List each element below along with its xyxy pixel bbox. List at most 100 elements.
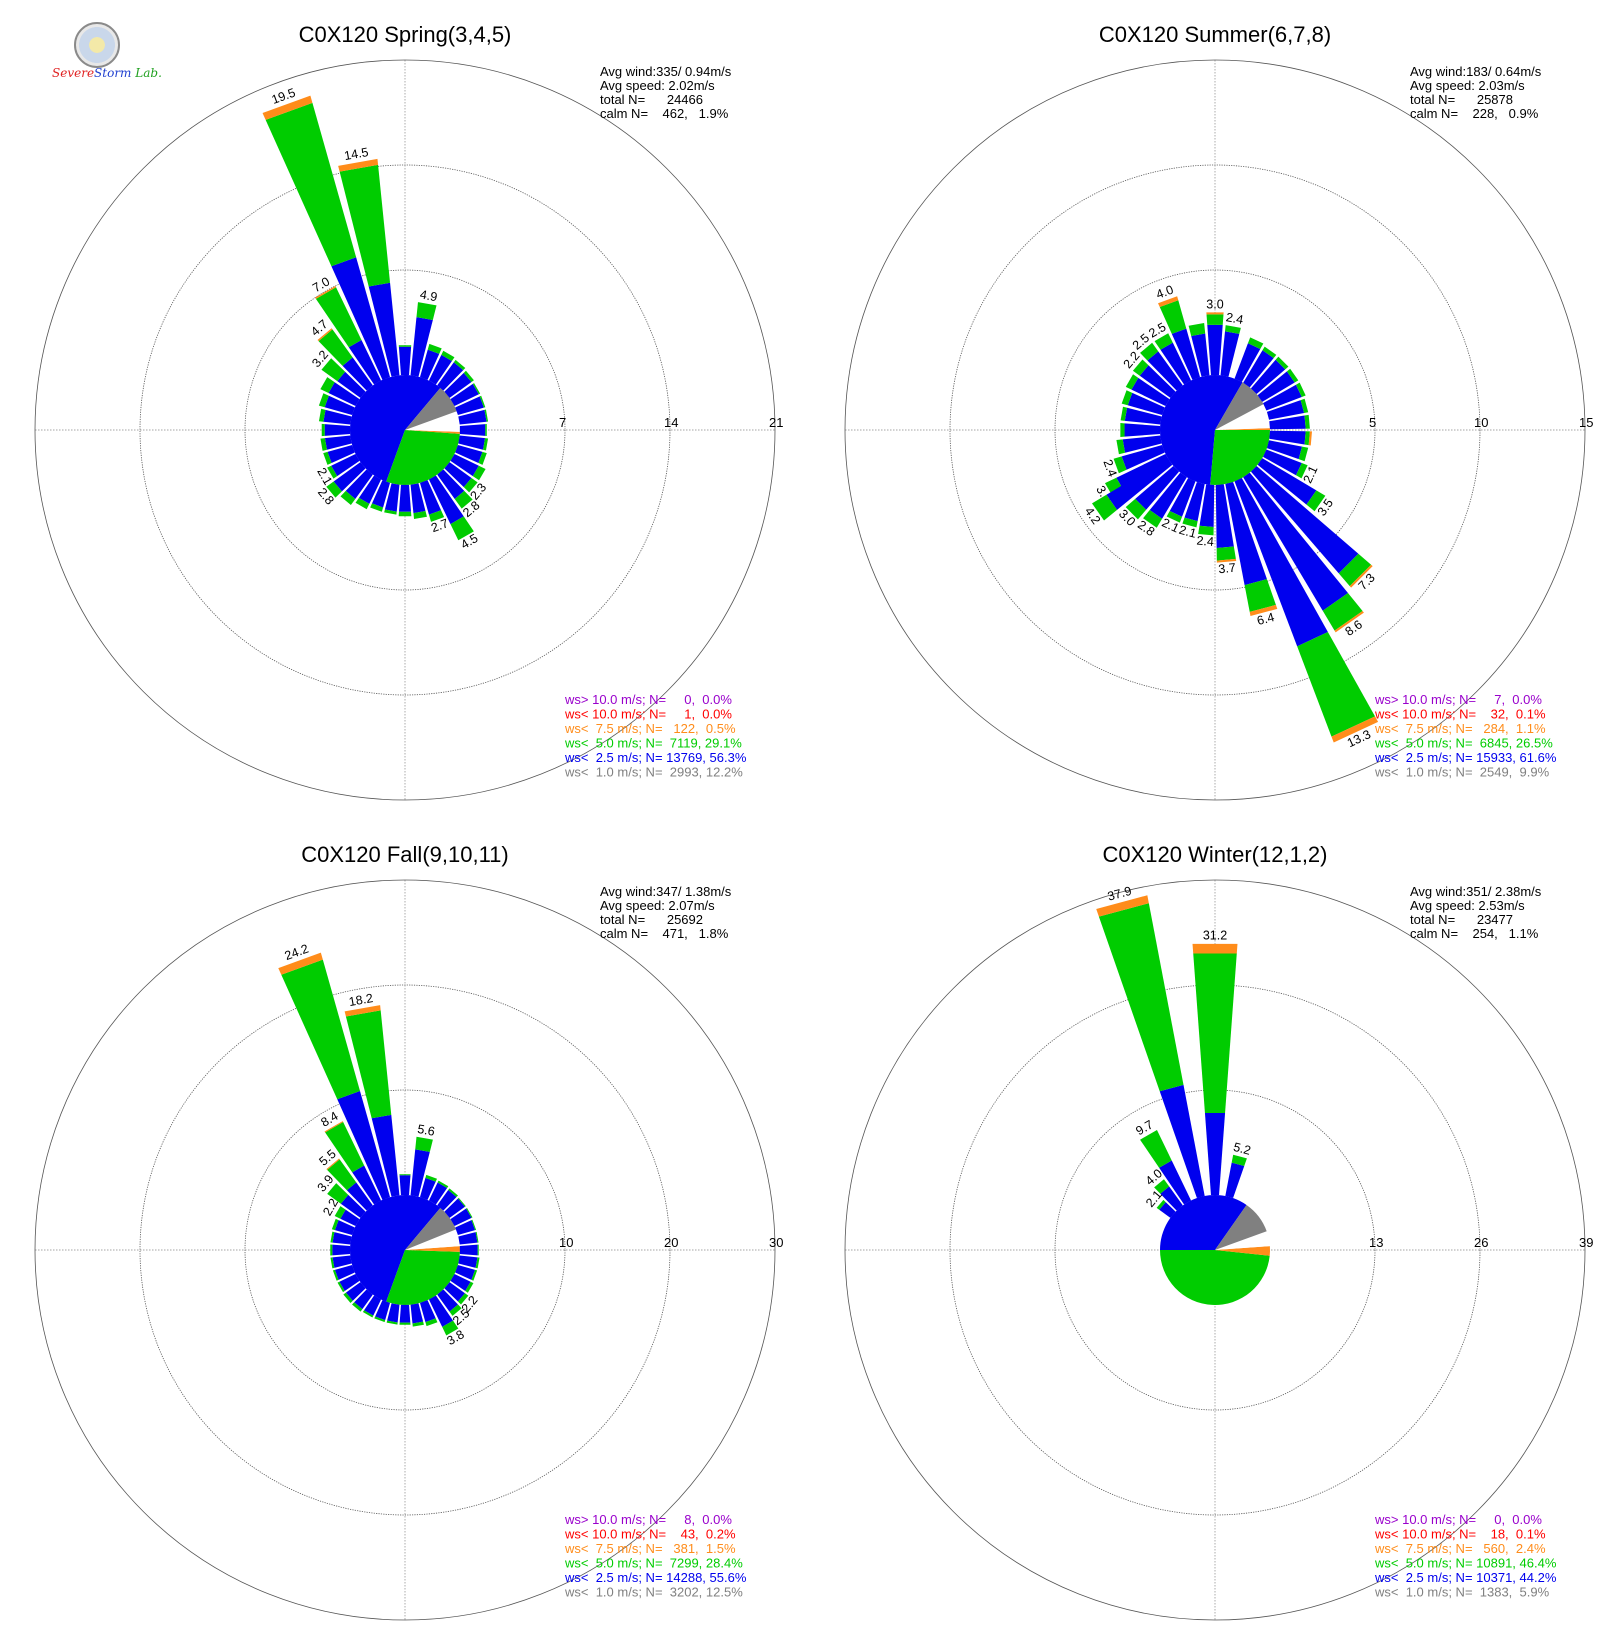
direction-bar-segment xyxy=(331,257,391,380)
stats-line: calm N= 462, 1.9% xyxy=(600,106,729,121)
pie-slice-blue xyxy=(1160,1195,1247,1250)
ring-tick-label: 39 xyxy=(1579,1235,1593,1250)
legend-entry: ws< 5.0 m/s; N= 7299, 28.4% xyxy=(564,1556,743,1571)
legend-entry: ws< 10.0 m/s; N= 43, 0.2% xyxy=(564,1527,736,1542)
direction-bar-segment xyxy=(337,371,366,398)
direction-bar-segment xyxy=(1206,312,1224,315)
direction-bar-segment xyxy=(1116,439,1126,455)
direction-bar-segment xyxy=(410,1149,430,1197)
direction-bar-segment xyxy=(330,1244,333,1256)
ring-tick-label: 21 xyxy=(769,415,783,430)
bar-data-label: 2.4 xyxy=(1196,534,1215,549)
direction-bar-segment xyxy=(1159,1202,1176,1218)
logo-text: SevereStorm Lab. xyxy=(52,66,162,80)
direction-bar-segment xyxy=(327,465,338,479)
direction-bar-segment xyxy=(330,1231,335,1243)
direction-bar-segment xyxy=(340,1209,360,1227)
direction-bar-segment xyxy=(1121,444,1165,470)
direction-bar-segment xyxy=(375,1300,391,1321)
direction-bar-segment xyxy=(1204,1112,1226,1196)
direction-bar-segment xyxy=(265,102,357,267)
direction-bar-segment xyxy=(450,453,479,477)
direction-bar-segment xyxy=(1298,446,1309,462)
direction-bar-segment xyxy=(444,462,472,488)
direction-bar-segment xyxy=(428,1295,454,1327)
direction-bar-segment xyxy=(332,1269,339,1281)
ring-tick-label: 20 xyxy=(664,1235,678,1250)
legend-entry: ws< 2.5 m/s; N= 15933, 61.6% xyxy=(1374,750,1557,765)
direction-bar-segment xyxy=(437,469,465,499)
direction-bar-segment xyxy=(1132,359,1149,376)
direction-bar-segment xyxy=(457,1293,469,1305)
direction-bar-segment xyxy=(352,1165,382,1205)
direction-bar-segment xyxy=(1234,343,1261,382)
direction-bar-segment xyxy=(454,490,473,509)
pie-slice-white xyxy=(1215,404,1270,430)
direction-bar-segment xyxy=(1149,472,1187,519)
direction-bar-segment xyxy=(1322,593,1363,631)
direction-bar-segment xyxy=(387,1303,400,1323)
direction-bar-segment xyxy=(384,509,397,515)
direction-bar-segment xyxy=(1304,431,1310,446)
pie-slice-gray xyxy=(1215,382,1264,430)
direction-bar-segment xyxy=(1139,365,1176,398)
pie-slice-white xyxy=(405,411,460,432)
direction-bar-segment xyxy=(1225,325,1241,334)
bar-data-label: 5.2 xyxy=(1232,1140,1252,1158)
wind-rose-svg: 7 14 2119.514.57.04.73.24.92.32.84.52.72.8… xyxy=(34,22,783,801)
ring-tick-label: 26 xyxy=(1474,1235,1488,1250)
direction-bar-segment xyxy=(1121,390,1133,406)
direction-bar-segment xyxy=(444,1282,465,1302)
direction-bar-segment xyxy=(339,164,391,287)
pie-slice-green xyxy=(1210,430,1270,485)
legend-entry: ws< 1.0 m/s; N= 2549, 9.9% xyxy=(1374,765,1550,780)
direction-bar-segment xyxy=(410,483,426,514)
direction-bar-segment xyxy=(332,1232,352,1245)
direction-bar-segment xyxy=(1231,1154,1247,1167)
bar-data-label: 14.5 xyxy=(343,145,369,163)
direction-bar-segment xyxy=(340,1194,366,1218)
direction-bar-segment xyxy=(330,1257,335,1269)
legend-entry: ws< 2.5 m/s; N= 13769, 56.3% xyxy=(564,750,747,765)
direction-bar-segment xyxy=(458,435,486,450)
direction-bar-segment xyxy=(437,1190,457,1211)
direction-bar-segment xyxy=(278,952,323,975)
bar-data-label: 31.2 xyxy=(1203,928,1227,942)
range-ring xyxy=(244,1089,566,1411)
direction-bar-segment xyxy=(458,1255,478,1268)
stats-line: total N= 23477 xyxy=(1410,912,1513,927)
direction-bar-segment xyxy=(340,490,356,506)
direction-bar-segment xyxy=(1143,510,1163,528)
stats-line: total N= 25692 xyxy=(600,912,703,927)
direction-bar-segment xyxy=(326,481,342,498)
direction-bar-segment xyxy=(1269,430,1306,445)
direction-bar-segment xyxy=(337,1281,345,1293)
legend-entry: ws< 10.0 m/s; N= 32, 0.1% xyxy=(1374,707,1546,722)
direction-bar-segment xyxy=(372,480,391,508)
legend-entry: ws> 10.0 m/s; N= 8, 0.0% xyxy=(564,1512,732,1527)
direction-bar-segment xyxy=(1159,1084,1205,1199)
range-ring xyxy=(34,879,776,1621)
direction-bar-segment xyxy=(450,516,474,541)
bar-data-label: 2.4 xyxy=(1100,458,1119,479)
legend-entry: ws> 10.0 m/s; N= 0, 0.0% xyxy=(564,692,732,707)
direction-bar-segment xyxy=(331,453,360,477)
direction-bar-segment xyxy=(1216,558,1237,563)
bar-data-label: 5.6 xyxy=(416,1122,436,1139)
direction-bar-segment xyxy=(323,409,352,425)
direction-bar-segment xyxy=(1250,359,1286,395)
direction-bar-segment xyxy=(1124,423,1161,437)
pie-slice-gray xyxy=(405,387,457,430)
stats-line: total N= 25878 xyxy=(1410,92,1513,107)
legend-entry: ws< 10.0 m/s; N= 18, 0.1% xyxy=(1374,1527,1546,1542)
stats-line: Avg wind:335/ 0.94m/s xyxy=(600,64,732,79)
university-seal-icon xyxy=(74,22,120,68)
direction-bar-segment xyxy=(437,362,464,391)
bar-data-label: 6.4 xyxy=(1255,610,1275,628)
direction-bar-segment xyxy=(1225,1162,1245,1199)
range-ring xyxy=(34,59,776,801)
direction-bar-segment xyxy=(1156,1199,1166,1210)
direction-bar-segment xyxy=(1182,517,1198,528)
direction-bar-segment xyxy=(1234,478,1328,647)
direction-bar-segment xyxy=(1300,398,1309,414)
